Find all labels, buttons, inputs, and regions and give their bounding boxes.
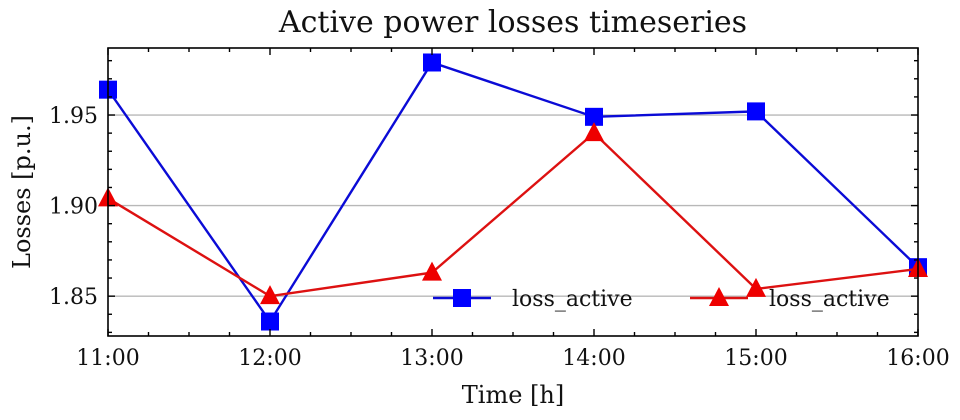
x-tick-label: 16:00 bbox=[886, 346, 949, 371]
x-tick-label: 11:00 bbox=[76, 346, 139, 371]
legend-label: loss_active bbox=[512, 287, 633, 312]
legend-item-2: loss_active bbox=[690, 287, 890, 312]
data-point bbox=[261, 312, 279, 331]
x-tick-label: 14:00 bbox=[562, 346, 625, 371]
series-2 bbox=[98, 122, 928, 305]
x-axis-label: Time [h] bbox=[462, 381, 564, 409]
data-point bbox=[260, 285, 280, 305]
series-line bbox=[107, 61, 919, 324]
y-tick-label: 1.85 bbox=[49, 285, 98, 310]
y-axis-label: Losses [p.u.] bbox=[8, 115, 36, 269]
x-tick-label: 13:00 bbox=[400, 346, 463, 371]
y-tick-label: 1.95 bbox=[49, 104, 98, 129]
x-tick-label: 12:00 bbox=[238, 346, 301, 371]
data-point bbox=[585, 107, 603, 126]
y-tick-label: 1.90 bbox=[49, 195, 98, 220]
data-point bbox=[423, 53, 441, 72]
x-axis: 11:00 12:00 13:00 14:00 15:00 16:00 bbox=[76, 48, 950, 371]
data-point bbox=[747, 102, 765, 121]
grid-lines bbox=[108, 114, 918, 297]
legend-marker bbox=[709, 287, 729, 306]
legend-label: loss_active bbox=[769, 287, 890, 312]
data-point bbox=[584, 122, 604, 142]
x-tick-label: 15:00 bbox=[724, 346, 787, 371]
data-point bbox=[422, 261, 442, 281]
legend: loss_active loss_active bbox=[433, 287, 890, 312]
chart-title: Active power losses timeseries bbox=[278, 5, 747, 40]
data-point bbox=[746, 277, 766, 297]
legend-item-1: loss_active bbox=[433, 287, 633, 312]
y-axis: 1.85 1.90 1.95 bbox=[49, 59, 918, 334]
series-line bbox=[107, 131, 919, 298]
legend-marker bbox=[453, 289, 471, 307]
